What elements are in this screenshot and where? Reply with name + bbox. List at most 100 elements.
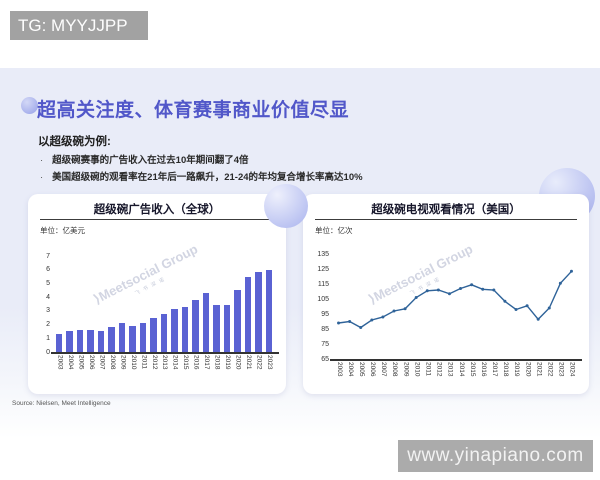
bar-2018 [213,304,220,352]
x-tick-label: 2019 [224,355,232,370]
bar-2021 [244,277,252,352]
x-tick-label: 2013 [446,362,454,377]
source-note: Source: Nielsen, Meet Intelligence [12,400,111,407]
x-tick-label: 2021 [535,362,543,377]
x-tick-label: 2006 [369,362,377,377]
data-point [425,289,429,293]
x-tick-label: 2017 [491,362,499,377]
bullet-marker-icon: · [40,155,44,166]
data-point [348,320,352,323]
bullet-item: · 美国超级碗的观看率在21年后一路飙升，21-24的年均复合增长率高达10% [40,169,363,183]
x-tick-label: 2012 [435,362,443,377]
x-tick-label: 2011 [140,355,148,369]
x-tick-label: 2024 [568,362,576,377]
x-tick-label: 2015 [468,362,476,377]
y-tick-label: 95 [321,310,329,318]
x-tick-label: 2011 [424,362,432,376]
bar-2010 [129,325,136,352]
x-axis-line [330,359,582,361]
x-tick-label: 2018 [502,362,510,377]
x-tick-label: 2004 [346,362,354,377]
y-tick-label: 4 [46,293,50,301]
data-point [514,308,518,311]
bullet-text: 美国超级碗的观看率在21年后一路飙升，21-24的年均复合增长率高达10% [52,172,363,183]
bar-2022 [255,272,262,352]
x-tick-label: 2022 [546,362,554,377]
bullet-marker-icon: · [40,172,44,183]
bar-2014 [171,309,178,352]
bar-2017 [202,293,210,352]
y-tick-label: 105 [317,295,329,303]
y-tick-label: 115 [317,280,329,288]
data-point [337,321,341,325]
x-tick-label: 2004 [66,355,74,370]
slide-subtitle: 以超级碗为例: [38,136,111,148]
data-point [536,317,540,321]
x-tick-label: 2018 [213,355,221,370]
bar-2015 [181,307,189,352]
data-point [447,292,451,296]
data-point [525,304,529,308]
x-tick-label: 2023 [266,355,273,370]
bar-2023 [265,269,272,352]
title-underline [315,219,577,220]
bullet-item: · 超级碗赛事的广告收入在过去10年期间翻了4倍 [40,152,249,166]
data-point [558,281,562,285]
y-tick-label: 135 [317,250,329,258]
y-tick-label: 5 [46,279,50,287]
y-tick-label: 6 [46,266,50,274]
y-tick-label: 2 [46,321,50,329]
x-tick-label: 2008 [391,362,399,377]
y-tick-label: 3 [46,307,50,315]
y-tick-label: 0 [46,348,50,356]
bar-2004 [66,331,73,352]
x-tick-label: 2012 [150,355,158,370]
bar-2008 [108,326,115,352]
x-tick-label: 2009 [119,355,127,370]
x-tick-label: 2014 [171,355,179,370]
data-point [470,283,474,287]
data-point [503,299,507,303]
x-tick-label: 2003 [56,355,64,370]
data-point [359,326,363,329]
title-underline [40,219,274,220]
x-tick-label: 2009 [402,362,410,377]
bullet-text: 超级碗赛事的广告收入在过去10年期间翻了4倍 [52,155,249,166]
data-point [492,288,496,292]
decorative-circle-middle [264,184,308,228]
x-tick-label: 2003 [335,362,343,377]
data-point [481,287,485,291]
data-point [414,296,418,299]
x-tick-label: 2014 [457,362,465,377]
bar-2009 [118,322,126,352]
bar-2020 [234,289,241,352]
watermark-badge-top: TG: MYYJJPP [10,11,148,40]
bar-2013 [160,314,168,352]
y-tick-label: 7 [46,252,50,260]
watermark-badge-bottom: www.yinapiano.com [398,440,593,472]
ad-revenue-chart-card: 超级碗广告收入（全球） 单位：亿美元 ⟩Meetsocial Group 飞书深… [28,194,286,394]
line-series [337,269,573,329]
x-tick-label: 2005 [77,355,85,370]
x-tick-label: 2023 [557,362,565,377]
x-tick-label: 2016 [479,362,487,377]
data-point [547,306,551,310]
x-tick-label: 2007 [380,362,388,377]
x-tick-label: 2019 [513,362,521,377]
x-tick-label: 2013 [161,355,169,370]
y-tick-label: 1 [46,334,50,342]
bar-2012 [150,318,157,352]
x-tick-label: 2020 [234,355,242,370]
meetsocial-watermark: ⟩Meetsocial Group 飞书深诺 [90,241,201,307]
viewership-chart-card: 超级碗电视观看情况（美国） 单位：亿次 ⟩Meetsocial Group 飞书… [303,194,589,394]
chart-title: 超级碗广告收入（全球） [93,204,221,216]
x-tick-label: 2008 [108,355,116,370]
chart-title: 超级碗电视观看情况（美国） [371,204,521,216]
y-tick-label: 85 [321,325,329,333]
bar-2006 [87,330,94,352]
x-tick-label: 2016 [192,355,200,370]
x-tick-label: 2010 [413,362,421,377]
x-tick-label: 2006 [87,355,95,370]
data-point [569,269,573,273]
bar-2019 [223,305,231,352]
